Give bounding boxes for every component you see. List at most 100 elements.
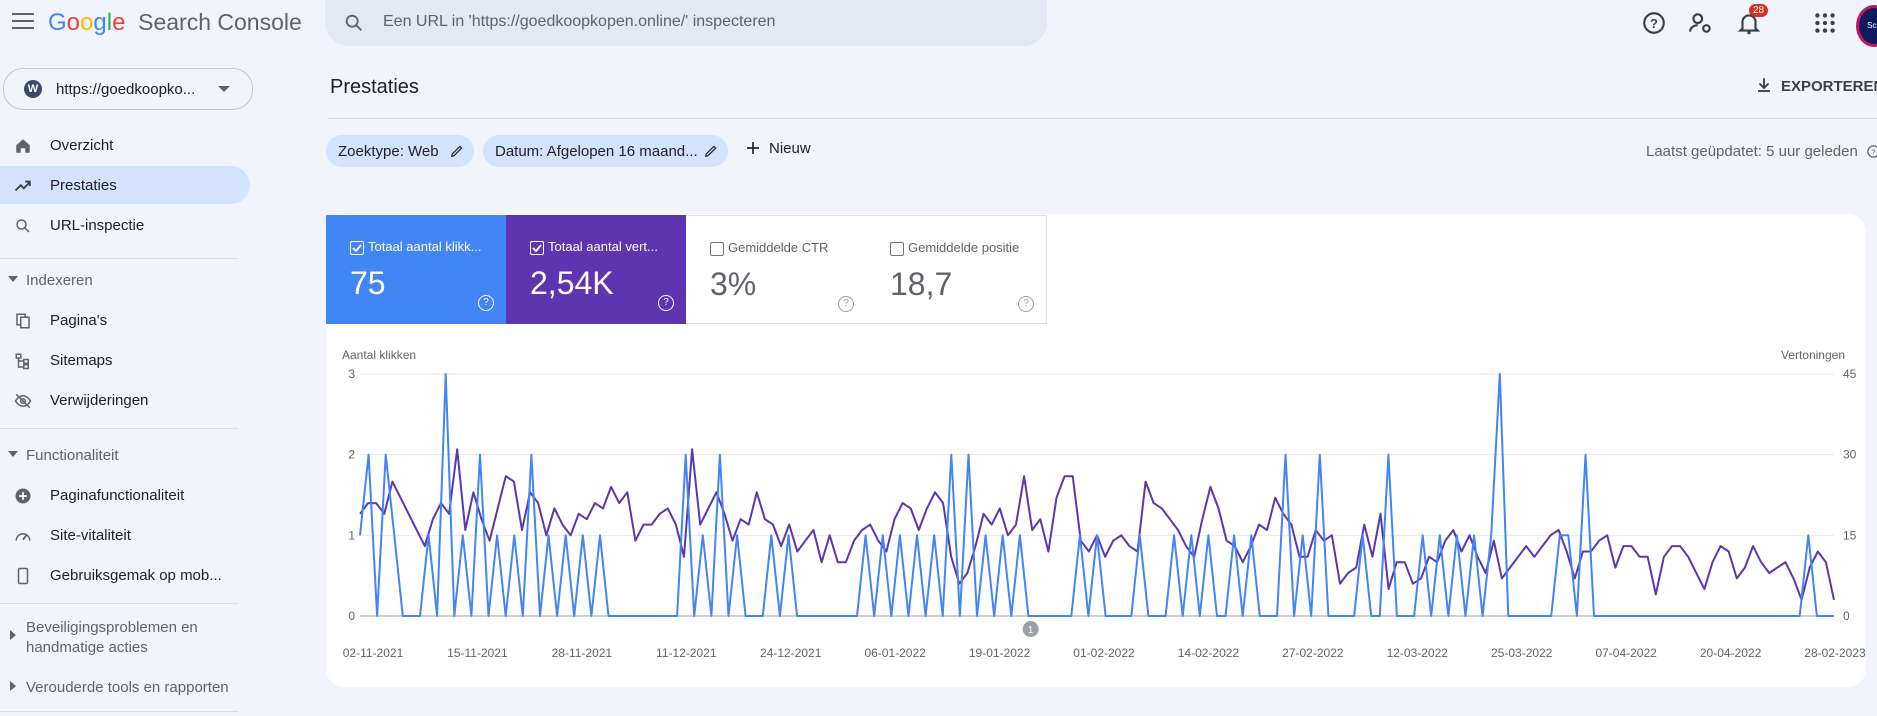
plus-icon [747, 142, 759, 154]
annotation-label: 1 [1028, 625, 1034, 636]
apps-grid-icon[interactable] [1812, 10, 1838, 36]
performance-chart[interactable]: Aantal klikken Vertoningen 3 45 2 30 1 15 0 0 0… [326, 345, 1877, 665]
sidebar-item-label: Gebruiksgemak op mob... [50, 567, 222, 584]
x-tick-label: 01-02-2022 [1073, 646, 1135, 660]
menu-icon[interactable] [12, 13, 34, 31]
user-settings-icon[interactable] [1688, 10, 1714, 36]
logo-letter: G [48, 9, 67, 36]
edit-pencil-icon [450, 145, 463, 158]
sidebar-item-prestaties[interactable]: Prestaties [0, 166, 250, 204]
filter-chip-datum[interactable]: Datum: Afgelopen 16 maand... [483, 135, 728, 167]
metric-value: 3% [710, 266, 757, 302]
left-tick-label: 1 [348, 528, 355, 542]
checkbox-unchecked[interactable] [890, 242, 904, 256]
help-icon[interactable]: ? [1018, 296, 1034, 312]
help-icon[interactable]: ? [1866, 144, 1877, 159]
collapse-arrow-icon [8, 276, 18, 282]
search-placeholder: Een URL in 'https://goedkoopkopen.online… [383, 13, 776, 30]
url-inspect-search[interactable]: Een URL in 'https://goedkoopkopen.online… [325, 0, 1047, 46]
section-functionaliteit[interactable]: Functionaliteit [0, 440, 240, 470]
header-divider [327, 118, 1877, 119]
sidebar-item-paginas[interactable]: Pagina's [0, 301, 250, 339]
x-tick-label: 19-01-2022 [969, 646, 1031, 660]
logo-letter: e [112, 9, 126, 36]
property-selector[interactable]: W https://goedkoopko... [3, 68, 253, 110]
sidebar-item-label: Paginafunctionaliteit [50, 487, 185, 504]
top-bar: Google Search Console Een URL in 'https:… [0, 0, 1877, 47]
logo-letter: g [93, 9, 107, 36]
last-updated: Laatst geüpdatet: 5 uur geleden ? [1646, 143, 1877, 160]
checkbox-checked[interactable] [350, 241, 364, 255]
download-icon [1758, 78, 1770, 92]
x-tick-label: 28-11-2021 [552, 646, 613, 660]
speed-icon [15, 533, 31, 541]
home-icon [16, 139, 30, 153]
x-tick-label: 15-11-2021 [447, 646, 508, 660]
page-title: Prestaties [330, 76, 419, 98]
metric-label: Totaal aantal klikk... [368, 239, 482, 254]
sidebar-item-site-vitaliteit[interactable]: Site-vitaliteit [0, 516, 250, 554]
left-tick-label: 0 [348, 609, 355, 623]
sidebar-item-gebruiksgemak[interactable]: Gebruiksgemak op mob... [0, 556, 250, 594]
help-icon[interactable]: ? [838, 296, 854, 312]
section-label: Indexeren [26, 272, 93, 289]
sidebar-item-label: Site-vitaliteit [50, 527, 131, 544]
sidebar-item-label: Sitemaps [50, 352, 113, 369]
metric-average-ctr[interactable]: Gemiddelde CTR 3% ? [686, 215, 867, 324]
help-icon[interactable]: ? [478, 295, 494, 311]
section-label: Functionaliteit [26, 447, 119, 464]
pages-icon [16, 313, 30, 329]
filter-label: Zoektype: Web [338, 143, 439, 160]
clicks-series-line [359, 373, 1834, 617]
metric-label: Gemiddelde CTR [728, 240, 829, 255]
metric-total-impressions[interactable]: Totaal aantal vert... 2,54K ? [506, 215, 687, 324]
avatar[interactable]: Sch [1856, 5, 1877, 47]
sidebar-item-paginafunctionaliteit[interactable]: Paginafunctionaliteit [0, 476, 250, 514]
filter-label: Datum: Afgelopen 16 maand... [495, 143, 698, 160]
sidebar-item-overzicht[interactable]: Overzicht [0, 126, 250, 164]
trending-up-icon [14, 180, 31, 192]
checkbox-checked[interactable] [530, 241, 544, 255]
add-filter-button[interactable]: Nieuw [745, 140, 811, 157]
section-label: Verouderde tools en rapporten [26, 679, 229, 696]
logo-letter: o [80, 9, 94, 36]
help-icon[interactable]: ? [658, 295, 674, 311]
app-logo[interactable]: Google Search Console [48, 9, 302, 37]
metric-value: 75 [350, 265, 386, 301]
section-indexeren[interactable]: Indexeren [0, 265, 240, 295]
checkbox-unchecked[interactable] [710, 242, 724, 256]
annotation-marker [1022, 621, 1039, 637]
plus-circle-icon [15, 488, 31, 504]
x-tick-label: 06-01-2022 [864, 646, 926, 660]
x-tick-label: 11-12-2021 [656, 646, 717, 660]
notification-badge: 28 [1749, 4, 1769, 17]
x-tick-label: 28-02-2023 [1804, 646, 1866, 660]
right-tick-label: 30 [1843, 448, 1857, 462]
export-button[interactable]: EXPORTEREN [1755, 76, 1877, 95]
x-tick-label: 20-04-2022 [1700, 646, 1762, 660]
section-verouderd[interactable]: Verouderde tools en rapporten [0, 672, 240, 702]
sidebar-item-label: Overzicht [50, 137, 114, 154]
filter-chip-zoektype[interactable]: Zoektype: Web [326, 135, 474, 167]
help-icon[interactable]: ? [1641, 10, 1667, 36]
metric-value: 18,7 [890, 266, 953, 302]
search-icon [16, 219, 30, 233]
section-beveiliging[interactable]: Beveiligingsproblemen en handmatige acti… [0, 612, 240, 656]
logo-letter: o [66, 9, 81, 36]
visibility-off-icon [14, 393, 32, 409]
x-tick-label: 25-03-2022 [1491, 646, 1553, 660]
right-tick-label: 45 [1843, 367, 1857, 381]
expand-arrow-icon [10, 630, 16, 640]
right-tick-label: 15 [1843, 528, 1857, 542]
sidebar-item-sitemaps[interactable]: Sitemaps [0, 341, 250, 379]
metric-average-position[interactable]: Gemiddelde positie 18,7 ? [866, 215, 1047, 324]
edit-pencil-icon [704, 145, 717, 158]
search-icon [345, 14, 362, 31]
impressions-series-line [359, 448, 1835, 601]
sidebar-divider [0, 428, 238, 429]
sidebar-item-url-inspectie[interactable]: URL-inspectie [0, 206, 250, 244]
sitemap-icon [15, 353, 29, 370]
sidebar-divider [0, 603, 238, 604]
sidebar-item-verwijderingen[interactable]: Verwijderingen [0, 381, 250, 419]
metric-total-clicks[interactable]: Totaal aantal klikk... 75 ? [326, 215, 507, 324]
